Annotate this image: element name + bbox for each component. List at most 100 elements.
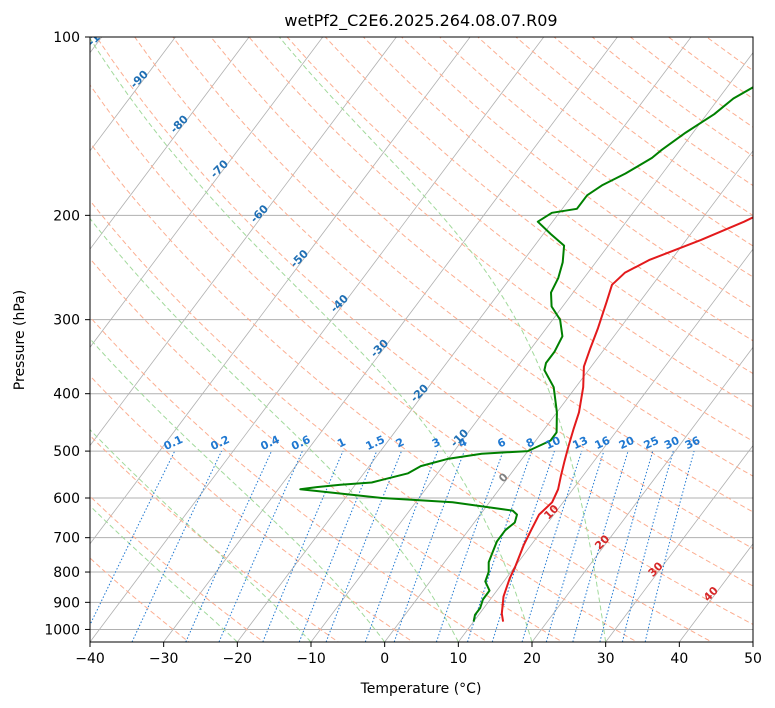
mixing-ratio-line (218, 450, 303, 642)
moist-adiabat-line (90, 37, 533, 642)
dry-adiabat-line (90, 434, 340, 642)
dry-adiabat-label: 10 (541, 502, 561, 522)
dry-adiabat-label: -30 (368, 337, 391, 360)
moist-adiabat-line (90, 505, 238, 642)
isotherm-line (90, 37, 176, 152)
y-tick-label: 400 (53, 387, 80, 403)
y-tick-label: 100 (53, 30, 80, 46)
moist-adiabat-line (90, 338, 386, 642)
y-tick-label: 700 (53, 531, 80, 547)
isotherm-line (90, 37, 397, 447)
x-tick-label: −10 (296, 651, 326, 667)
dry-adiabat-line (90, 84, 753, 625)
mixing-ratio-line (90, 450, 176, 626)
mixing-ratio-line (393, 450, 465, 642)
mixing-ratio-line (185, 450, 272, 642)
moist-adiabat-line (278, 37, 607, 642)
mixing-ratio-line (325, 450, 402, 642)
x-tick-label: 0 (380, 651, 389, 667)
mixing-ratio-line (572, 450, 629, 642)
mixing-ratio-label: 16 (593, 434, 613, 452)
chart-title: wetPf2_C2E6.2025.264.08.07.R09 (284, 11, 557, 31)
mixing-ratio-line (435, 450, 504, 642)
mixing-ratio-label: 13 (571, 434, 590, 452)
dry-adiabat-line (172, 37, 753, 513)
mixing-ratio-label: 36 (683, 434, 703, 452)
dry-adiabat-line (324, 37, 753, 375)
isotherm-line (90, 37, 545, 642)
dry-adiabat-label: -70 (208, 157, 231, 180)
mixing-ratio-line (262, 450, 344, 642)
dry-adiabat-line (90, 199, 639, 642)
x-tick-label: 40 (670, 651, 688, 667)
isotherm-line (457, 248, 753, 642)
isotherm-line (163, 37, 618, 642)
dry-adiabat-line (90, 142, 713, 642)
y-tick-label: 200 (53, 208, 80, 224)
x-tick-label: −30 (149, 651, 179, 667)
x-tick-label: −40 (75, 651, 105, 667)
plot-frame (89, 36, 754, 643)
dry-adiabat-line (90, 495, 265, 642)
x-tick-label: 50 (744, 651, 762, 667)
dry-adiabat-line (90, 316, 489, 642)
dry-adiabat-label: 0 (496, 470, 511, 485)
mixing-ratio-line (621, 450, 674, 642)
mixing-ratio-line (644, 450, 695, 642)
dry-adiabat-label: 30 (646, 559, 666, 579)
dry-adiabat-line (438, 37, 753, 278)
isotherm-line (384, 150, 753, 642)
dry-adiabat-label: -40 (328, 292, 351, 315)
mixing-ratio-label: 0.1 (162, 433, 185, 453)
mixing-ratio-label: 1 (335, 435, 347, 450)
x-tick-label: −20 (223, 651, 253, 667)
mixing-ratio-label: 0.2 (208, 433, 231, 453)
dry-adiabat-label: -60 (248, 202, 271, 225)
dry-adiabat-line (248, 37, 753, 442)
x-axis-label: Temperature (°C) (360, 681, 482, 697)
dry-adiabat-line (400, 37, 753, 310)
dry-adiabat-label: -20 (408, 381, 431, 404)
mixing-ratio-label: 1.5 (364, 433, 387, 453)
dry-adiabat-label: 40 (701, 584, 721, 604)
isotherm-line (90, 37, 250, 250)
mixing-ratio-label: 10 (543, 434, 563, 452)
mixing-ratio-label: 6 (495, 435, 508, 450)
mixing-ratio-line (364, 450, 439, 642)
moist-adiabat-line (90, 217, 459, 642)
series-temperature-line (500, 216, 753, 622)
mixing-ratio-label: 25 (642, 434, 661, 452)
mixing-ratio-line (298, 450, 378, 642)
x-tick-label: 10 (449, 651, 467, 667)
y-tick-label: 1000 (44, 622, 80, 638)
y-axis-label: Pressure (hPa) (12, 290, 28, 390)
dry-adiabat-line (95, 37, 753, 587)
dry-adiabat-line (134, 37, 753, 550)
isotherm-line (605, 444, 753, 642)
y-tick-label: 900 (53, 595, 80, 611)
isotherm-line (90, 37, 324, 348)
dry-adiabat-line (90, 375, 414, 642)
mixing-ratio-label: 0.4 (258, 433, 281, 453)
moist-adiabat-line (90, 428, 312, 642)
y-tick-label: 600 (53, 491, 80, 507)
mixing-ratio-label: 30 (662, 434, 682, 452)
mixing-ratio-label: 0.6 (289, 433, 312, 453)
isotherm-line (236, 37, 692, 642)
dry-adiabat-label: -100 (85, 20, 114, 49)
x-tick-label: 30 (597, 651, 615, 667)
dry-adiabat-line (210, 37, 753, 477)
isotherm-line (531, 346, 753, 642)
mixing-ratio-label: 20 (617, 434, 637, 452)
dry-adiabat-line (90, 257, 564, 642)
y-tick-label: 300 (53, 313, 80, 329)
isotherm-line (678, 543, 753, 642)
mixing-ratio-line (545, 450, 605, 642)
y-tick-label: 800 (53, 565, 80, 581)
y-tick-label: 500 (53, 444, 80, 460)
dry-adiabat-label: 20 (592, 532, 612, 552)
dry-adiabat-label: -80 (168, 112, 191, 135)
dry-adiabat-line (286, 37, 753, 408)
dry-adiabat-label: -90 (128, 68, 151, 91)
